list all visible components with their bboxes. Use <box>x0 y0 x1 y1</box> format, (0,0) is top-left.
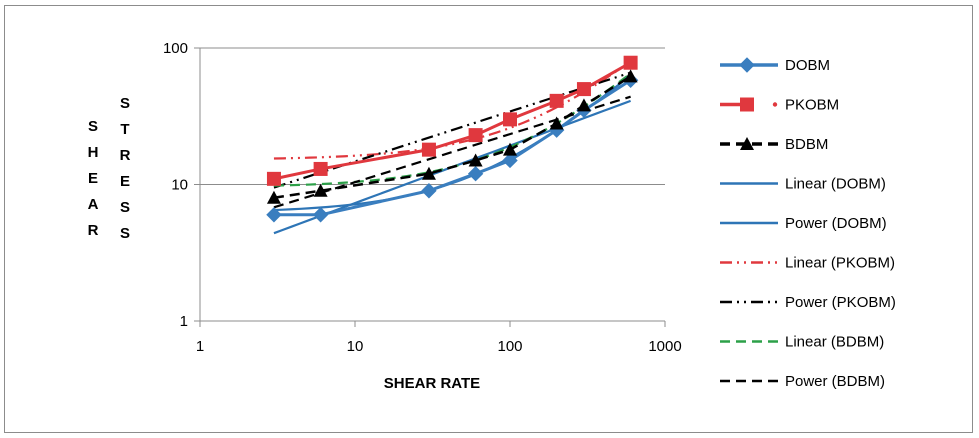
data-point-dobm <box>467 165 484 182</box>
y-axis-title-letter: S <box>88 118 98 135</box>
data-point-pkobm <box>623 55 638 70</box>
chart-frame <box>4 5 973 433</box>
y-axis-title-letter: R <box>120 147 131 164</box>
legend-item: DOBM <box>720 57 830 74</box>
data-point-bdbm <box>421 166 436 180</box>
legend-item: Power (PKOBM) <box>720 294 896 311</box>
y-axis-title-letter: S <box>120 225 130 242</box>
data-point-dobm <box>266 207 282 223</box>
legend-item: Linear (DOBM) <box>720 176 886 193</box>
x-axis-title: SHEAR RATE <box>384 375 480 392</box>
legend-item: BDBM <box>720 136 828 153</box>
legend-item: Linear (BDBM) <box>720 334 884 351</box>
y-axis-title-letter: E <box>88 170 98 187</box>
data-point-bdbm <box>576 98 591 112</box>
legend-item: Linear (PKOBM) <box>720 255 895 272</box>
data-point-bdbm <box>468 153 483 167</box>
y-axis-title-letter: S <box>120 199 130 216</box>
data-point-bdbm <box>549 116 564 130</box>
data-point-dobm <box>421 183 437 199</box>
data-series <box>266 55 639 223</box>
legend-label: Linear (DOBM) <box>785 176 886 193</box>
legend: DOBM PKOBM BDBM Linear (DOBM) Power (DOBM) Li… <box>720 57 896 390</box>
y-tick-label-100: 100 <box>163 40 188 57</box>
y-tick-label-10: 10 <box>171 177 188 194</box>
legend-item: PKOBM <box>720 97 839 114</box>
legend-item: Power (BDBM) <box>720 373 885 390</box>
legend-label: Linear (PKOBM) <box>785 255 895 272</box>
legend-item: Power (DOBM) <box>720 215 887 232</box>
y-axis-title-letter: R <box>88 222 99 239</box>
data-point-pkobm <box>503 112 517 127</box>
data-point-dobm <box>502 152 518 169</box>
data-point-pkobm <box>468 128 483 143</box>
legend-label: Linear (BDBM) <box>785 334 884 351</box>
x-tick-label-1000: 1000 <box>648 338 681 355</box>
legend-label: Power (PKOBM) <box>785 294 896 311</box>
data-point-bdbm <box>266 190 281 204</box>
x-tick-label-10: 10 <box>347 338 364 355</box>
legend-label: Power (BDBM) <box>785 373 885 390</box>
x-tick-label-100: 100 <box>497 338 522 355</box>
legend-marker <box>740 97 754 112</box>
trendline-2 <box>273 60 632 160</box>
data-point-bdbm <box>623 69 638 83</box>
data-point-pkobm <box>576 82 591 97</box>
data-point-bdbm <box>313 183 328 197</box>
data-point-bdbm <box>503 142 517 156</box>
y-axis-title-letter: S <box>120 95 130 112</box>
data-point-pkobm <box>421 142 436 157</box>
y-tick-label-1: 1 <box>180 313 188 330</box>
legend-label: PKOBM <box>785 97 839 114</box>
y-axis-title-letter: E <box>120 173 130 190</box>
data-point-pkobm <box>266 171 281 186</box>
legend-label: DOBM <box>785 57 830 74</box>
y-axis-title-letter: A <box>88 196 99 213</box>
series-line-dobm <box>273 79 632 217</box>
data-point-pkobm <box>549 93 564 108</box>
legend-marker <box>739 57 755 73</box>
x-tick-label-1: 1 <box>196 338 204 355</box>
legend-label: Power (DOBM) <box>785 215 887 232</box>
legend-label: BDBM <box>785 136 828 153</box>
legend-marker <box>740 137 754 150</box>
axes: 1 10 100 1000 1 10 100 <box>163 40 682 355</box>
legend-swatch-dot <box>772 102 778 107</box>
trendline-3 <box>273 71 631 189</box>
data-point-dobm <box>312 207 329 223</box>
y-axis-title-letter: H <box>88 144 99 161</box>
data-point-pkobm <box>313 161 328 176</box>
y-axis-title-letter: T <box>120 121 129 138</box>
